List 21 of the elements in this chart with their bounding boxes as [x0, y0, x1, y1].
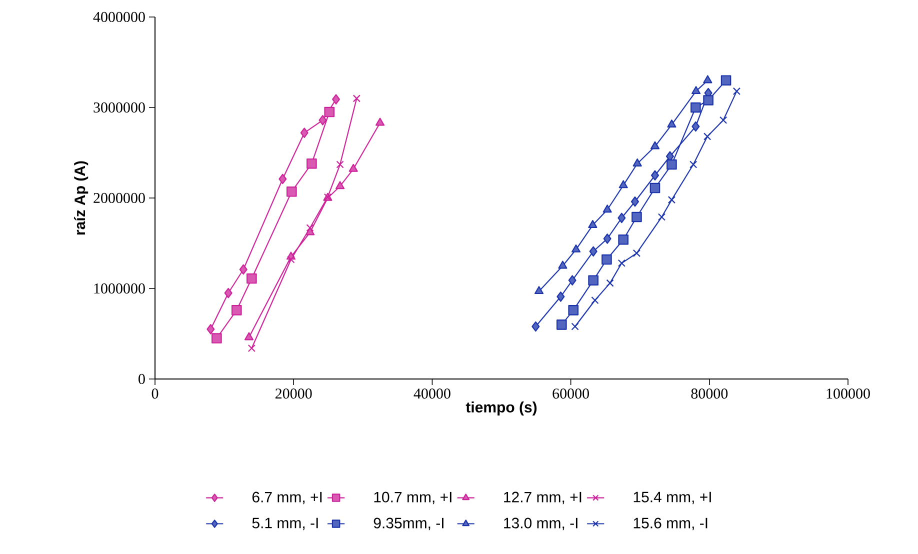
x-tick-label: 100000 — [826, 388, 870, 399]
legend-label: 9.35mm, -I — [374, 518, 444, 530]
legend-label: 12.7 mm, +I — [504, 492, 582, 504]
legend-label: 13.0 mm, -I — [504, 518, 578, 530]
x-tick-label: 60000 — [552, 388, 589, 399]
legend-label: 6.7 mm, +I — [252, 492, 322, 504]
legend-label: 5.1 mm, -I — [252, 518, 318, 530]
y-tick-label: 4000000 — [93, 12, 145, 22]
legend-label: 15.4 mm, +I — [634, 492, 711, 504]
y-tick-label: 3000000 — [94, 102, 145, 113]
legend-label: 10.7 mm, +I — [374, 492, 452, 504]
y-tick-label: 0 — [138, 374, 145, 384]
x-axis-title: tiempo (s) — [466, 402, 537, 416]
legend-label: 15.6 mm, -I — [634, 518, 708, 530]
x-tick-label: 40000 — [414, 388, 450, 399]
x-tick-label: 80000 — [691, 388, 728, 399]
y-tick-label: 2000000 — [94, 192, 145, 204]
y-axis-title: raíz Ap (A) — [74, 161, 88, 234]
y-tick-label: 1000000 — [94, 283, 145, 294]
x-tick-label: 20000 — [276, 388, 312, 399]
x-tick-label: 0 — [152, 388, 158, 399]
